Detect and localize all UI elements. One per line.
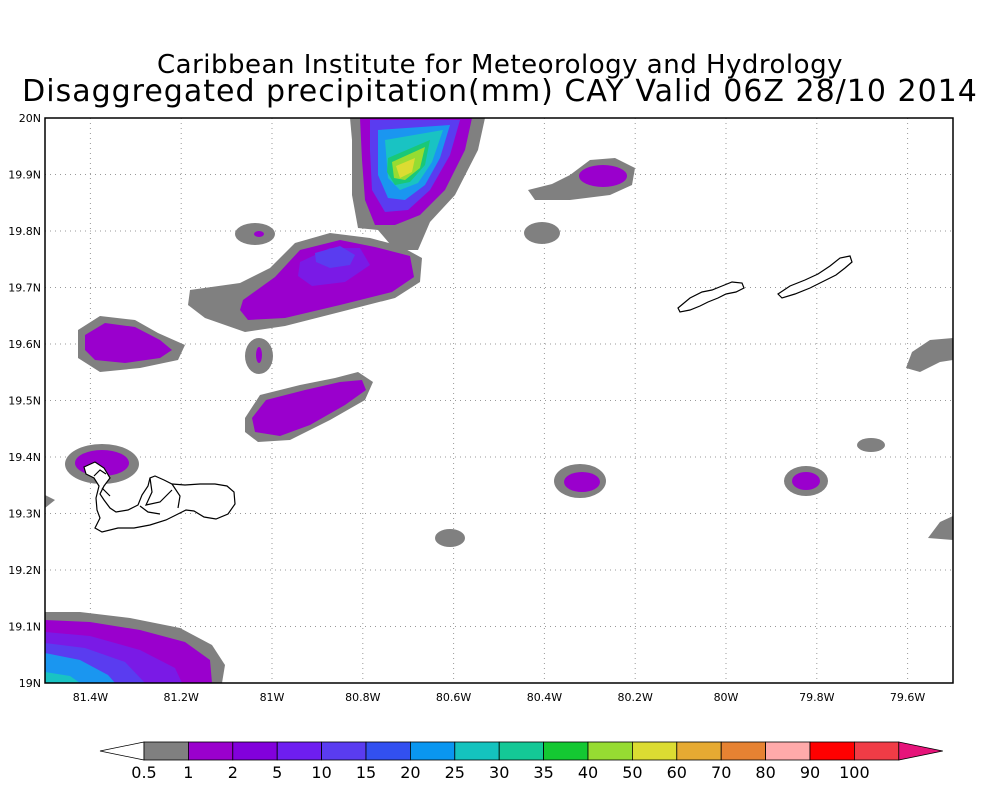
grand-cayman-island	[83, 461, 236, 533]
precipitation-shading	[45, 118, 953, 683]
colorbar-swatch	[498, 741, 545, 761]
grand-cayman-inner-outline	[93, 469, 181, 515]
y-tick-label: 19.8N	[8, 225, 41, 238]
colorbar-label: 10	[311, 763, 331, 782]
y-tick-label: 19.7N	[8, 282, 41, 295]
colorbar-swatch	[543, 741, 589, 761]
colorbar-swatch	[409, 741, 456, 761]
precip-purple-region	[564, 472, 600, 492]
precip-teal-region	[45, 672, 80, 683]
little-cayman-island	[677, 281, 745, 313]
colorbar-swatch	[232, 741, 278, 761]
colorbar-label: 80	[755, 763, 775, 782]
x-tick-labels: 81.4W 81.2W 81W 80.8W 80.6W 80.4W 80.2W 80W 79.8…	[73, 691, 926, 704]
colorbar-swatch	[454, 741, 500, 761]
colorbar-high-arrow	[898, 741, 943, 761]
x-tick-label: 80.6W	[436, 691, 471, 704]
colorbar-label: 50	[622, 763, 642, 782]
x-tick-label: 79.6W	[890, 691, 925, 704]
precip-gray-region	[928, 516, 953, 540]
x-tick-label: 80W	[714, 691, 739, 704]
map-title-line2: Disaggregated precipitation(mm) CAY Vali…	[22, 74, 978, 109]
x-tick-label: 80.8W	[345, 691, 380, 704]
x-tick-label: 80.2W	[618, 691, 653, 704]
precip-purple-region	[254, 231, 264, 237]
colorbar-label: 20	[400, 763, 420, 782]
precip-purple-region	[256, 347, 262, 363]
colorbar-label: 0.5	[131, 763, 156, 782]
precip-gray-region	[857, 438, 885, 452]
x-tick-label: 81.4W	[73, 691, 108, 704]
colorbar-label: 5	[272, 763, 282, 782]
colorbar-label: 15	[356, 763, 376, 782]
precip-gray-region	[906, 338, 953, 372]
colorbar-swatch	[676, 741, 722, 761]
colorbar-swatch	[720, 741, 767, 761]
precip-gray-region	[524, 222, 560, 244]
colorbar-low-arrow	[99, 741, 145, 761]
map-frame	[44, 117, 954, 684]
precip-purple-region	[252, 380, 366, 436]
colorbar-label: 60	[667, 763, 687, 782]
cayman-brac-island	[777, 255, 853, 299]
colorbar-swatch	[365, 741, 411, 761]
colorbar: 0.5 1 2 5 10 15 20 25 30 35 40 50 60 70 80 90 100	[99, 741, 943, 782]
colorbar-label: 30	[489, 763, 509, 782]
colorbar-swatch	[276, 741, 323, 761]
precip-purple-region	[579, 165, 627, 187]
x-tick-label: 81W	[260, 691, 285, 704]
map-title-line1: Caribbean Institute for Meteorology and …	[157, 50, 843, 80]
precip-purple-region	[792, 472, 820, 490]
colorbar-swatch	[632, 741, 678, 761]
y-tick-label: 19.6N	[8, 338, 41, 351]
map-grid	[45, 118, 953, 683]
colorbar-swatch	[854, 741, 900, 761]
colorbar-label: 1	[183, 763, 193, 782]
y-tick-labels: 20N 19.9N 19.8N 19.7N 19.6N 19.5N 19.4N 19.3N 19…	[8, 112, 41, 690]
y-tick-label: 19.1N	[8, 621, 41, 634]
y-tick-label: 19.5N	[8, 395, 41, 408]
y-tick-label: 19.2N	[8, 564, 41, 577]
precip-gray-region	[435, 529, 465, 547]
y-tick-label: 19.4N	[8, 451, 41, 464]
colorbar-label: 2	[228, 763, 238, 782]
x-tick-label: 80.4W	[527, 691, 562, 704]
colorbar-swatch	[587, 741, 633, 761]
colorbar-label: 100	[839, 763, 870, 782]
colorbar-label: 70	[711, 763, 731, 782]
colorbar-label: 90	[800, 763, 820, 782]
colorbar-label: 40	[578, 763, 598, 782]
y-tick-label: 19.3N	[8, 508, 41, 521]
y-tick-label: 19.9N	[8, 169, 41, 182]
colorbar-swatch	[187, 741, 234, 761]
y-tick-label: 19N	[19, 677, 41, 690]
y-tick-label: 20N	[19, 112, 41, 125]
x-tick-label: 81.2W	[164, 691, 199, 704]
colorbar-swatch	[143, 741, 189, 761]
colorbar-label: 25	[445, 763, 465, 782]
colorbar-swatch	[765, 741, 811, 761]
colorbar-label: 35	[533, 763, 553, 782]
precip-blue-region	[315, 246, 355, 268]
x-tick-label: 79.8W	[799, 691, 834, 704]
colorbar-swatch	[321, 741, 367, 761]
precip-gray-region	[45, 495, 55, 508]
colorbar-swatch	[809, 741, 855, 761]
precip-yellow-region	[396, 158, 415, 178]
island-outlines	[83, 255, 853, 533]
precip-purple-region	[85, 323, 172, 363]
